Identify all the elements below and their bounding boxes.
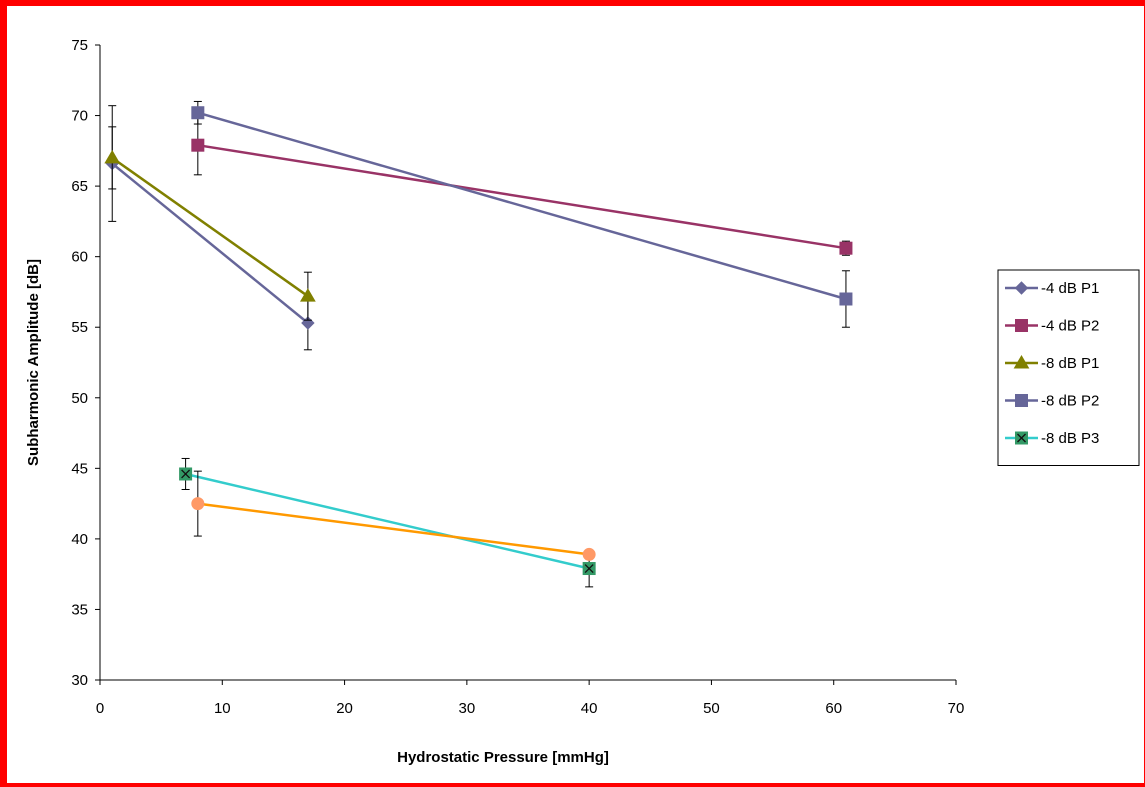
series-4 [179, 457, 596, 588]
y-tick-label: 45 [71, 460, 88, 477]
series-5 [191, 470, 596, 561]
series-line [197, 111, 847, 301]
series-1 [191, 115, 853, 256]
y-tick-label: 65 [71, 178, 88, 195]
triangle-marker [300, 288, 316, 302]
legend-label: -4 dB P1 [1041, 280, 1099, 297]
x-axis-ticks: 0 10 20 30 40 50 60 70 [96, 680, 965, 717]
y-tick-label: 60 [71, 249, 88, 266]
y-tick-label: 30 [71, 672, 88, 689]
series-line [111, 156, 309, 298]
series-line [185, 472, 590, 570]
legend-label: -8 dB P1 [1041, 355, 1099, 372]
series-3 [191, 100, 853, 328]
square-marker [839, 241, 853, 255]
y-tick-label: 70 [71, 108, 88, 125]
x-tick-label: 30 [459, 700, 476, 717]
square-marker [191, 106, 205, 120]
legend-item: -8 dB P1 [1005, 355, 1099, 372]
x-axis-title: Hydrostatic Pressure [mmHg] [397, 749, 609, 766]
legend-item: -4 dB P1 [1005, 280, 1099, 297]
x-tick-label: 60 [825, 700, 842, 717]
triangle-marker [1013, 355, 1030, 369]
y-axis-title: Subharmonic Amplitude [dB] [25, 259, 42, 466]
y-tick-label: 40 [71, 531, 88, 548]
square-marker [1015, 394, 1028, 407]
x-square-cross [1017, 433, 1026, 443]
series-line [197, 502, 590, 556]
y-tick-label: 35 [71, 601, 88, 618]
x-square-cross [181, 469, 191, 479]
y-tick-label: 50 [71, 390, 88, 407]
x-tick-label: 70 [948, 700, 965, 717]
x-tick-label: 40 [581, 700, 598, 717]
y-tick-label: 75 [71, 37, 88, 54]
x-square-cross [584, 564, 594, 573]
x-tick-label: 0 [96, 700, 104, 717]
square-marker [1015, 319, 1028, 332]
legend-item: -4 dB P2 [1005, 318, 1099, 335]
circle-marker [191, 497, 205, 511]
x-tick-label: 10 [214, 700, 231, 717]
legend-label: -4 dB P2 [1041, 318, 1099, 335]
legend: -4 dB P1 -4 dB P2 -8 dB P1 -8 dB P2 -8 dB P3 [997, 269, 1140, 466]
legend-item: -8 dB P2 [1005, 393, 1099, 410]
y-axis-ticks: 30 35 40 45 50 55 60 65 70 75 [71, 37, 100, 689]
circle-marker [582, 547, 596, 561]
axes [99, 45, 956, 681]
diamond-marker [1014, 281, 1029, 295]
series-line [197, 143, 847, 250]
square-marker [839, 292, 853, 306]
legend-item: -8 dB P3 [1005, 430, 1099, 447]
triangle-marker [104, 149, 121, 164]
legend-label: -8 dB P2 [1041, 393, 1099, 410]
x-tick-label: 20 [336, 700, 353, 717]
legend-label: -8 dB P3 [1041, 430, 1099, 447]
square-marker [191, 138, 205, 152]
x-tick-label: 50 [703, 700, 720, 717]
y-tick-label: 55 [71, 319, 88, 336]
series-2 [104, 126, 316, 321]
series-line [111, 162, 309, 324]
series-layer [104, 100, 853, 588]
